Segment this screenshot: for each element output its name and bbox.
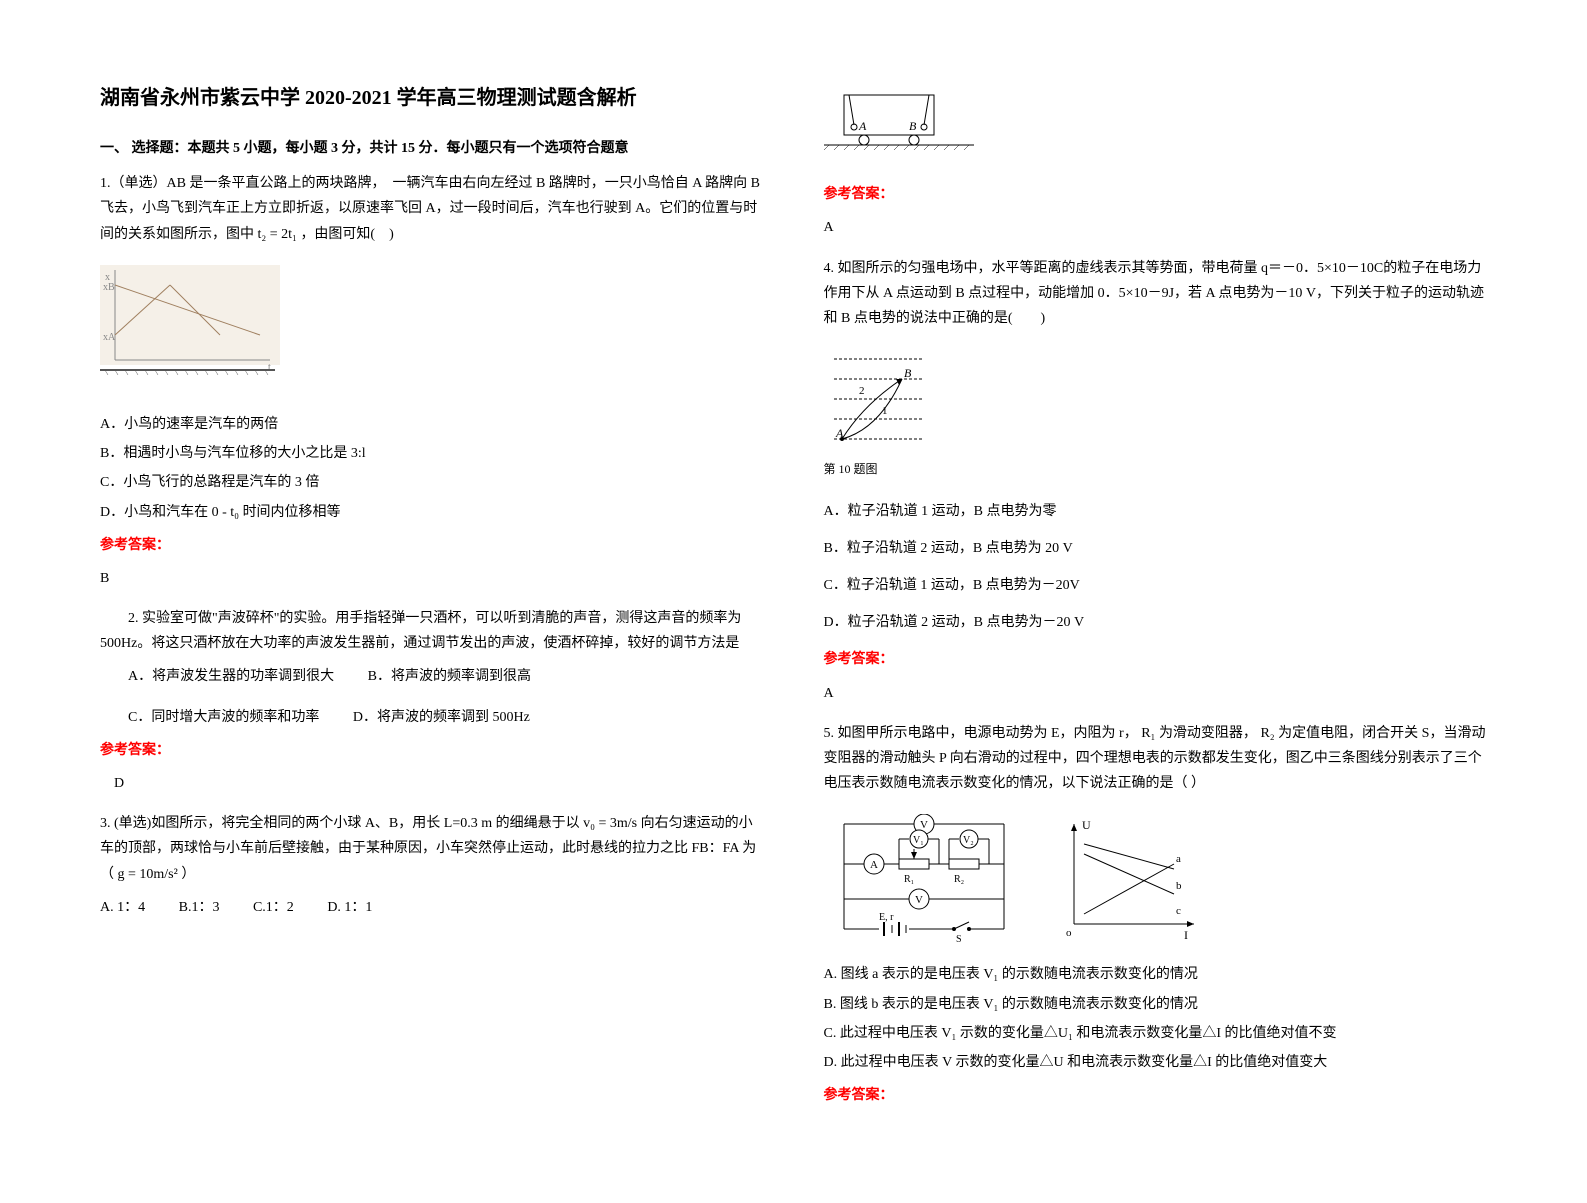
q1-option-d: D．小鸟和汽车在 0 - t₀ 时间内位移相等 <box>100 500 764 525</box>
q5-options: A. 图线 a 表示的是电压表 V₁ 的示数随电流表示数变化的情况 B. 图线 … <box>824 962 1488 1075</box>
svg-text:S: S <box>956 934 962 944</box>
q1-option-a: A．小鸟的速率是汽车的两倍 <box>100 412 764 437</box>
q4-answer: A <box>824 681 1488 706</box>
q2-answer-label: 参考答案： <box>100 738 764 763</box>
q1-formula: t₂ = 2t₁ <box>258 227 297 242</box>
q4-figure: A B 2 1 第 10 题图 <box>824 349 944 481</box>
q5-option-a: A. 图线 a 表示的是电压表 V₁ 的示数随电流表示数变化的情况 <box>824 962 1488 987</box>
q5-answer-label: 参考答案： <box>824 1083 1488 1108</box>
q4-option-a: A．粒子沿轨道 1 运动，B 点电势为零 <box>824 499 1488 524</box>
q3-option-a: A. 1：4 <box>100 895 145 920</box>
q3-formula1: v₀ = 3m/s <box>583 816 637 831</box>
q1-prefix: 1.（单选）AB 是一条平直公路上的两块路牌， 一辆汽车由右向左经过 B 路牌时… <box>100 176 760 241</box>
svg-text:c: c <box>1176 905 1181 917</box>
q5-option-c: C. 此过程中电压表 V₁ 示数的变化量△U₁ 和电流表示数变化量△I 的比值绝… <box>824 1021 1488 1046</box>
q4-option-d: D．粒子沿轨道 2 运动，B 点电势为－20 V <box>824 610 1488 635</box>
q4-options: A．粒子沿轨道 1 运动，B 点电势为零 B．粒子沿轨道 2 运动，B 点电势为… <box>824 499 1488 636</box>
svg-text:U: U <box>1082 818 1091 832</box>
svg-text:xA: xA <box>103 332 116 343</box>
q2-option-c: C．同时增大声波的频率和功率 <box>128 705 319 730</box>
svg-text:R₁: R₁ <box>904 874 914 885</box>
q5-circuit-figure: V A R₁ R₂ <box>824 814 1024 944</box>
q2-option-a: A．将声波发生器的功率调到很大 <box>128 664 334 689</box>
q1-options: A．小鸟的速率是汽车的两倍 B．相遇时小鸟与汽车位移的大小之比是 3:l C．小… <box>100 412 764 525</box>
q5-option-b: B. 图线 b 表示的是电压表 V₁ 的示数随电流表示数变化的情况 <box>824 992 1488 1017</box>
svg-text:b: b <box>1176 880 1182 892</box>
q1-option-c: C．小鸟飞行的总路程是汽车的 3 倍 <box>100 470 764 495</box>
q2-text: 2. 实验室可做"声波碎杯"的实验。用手指轻弹一只酒杯，可以听到清脆的声音，测得… <box>100 606 764 656</box>
q3-option-b: B.1：3 <box>179 895 220 920</box>
q1-text: 1.（单选）AB 是一条平直公路上的两块路牌， 一辆汽车由右向左经过 B 路牌时… <box>100 171 764 247</box>
q2-answer: D <box>100 771 764 796</box>
q5-prefix: 5. 如图甲所示电路中，电源电动势为 E，内阻为 r， <box>824 726 1138 741</box>
q4-option-b: B．粒子沿轨道 2 运动，B 点电势为 20 V <box>824 536 1488 561</box>
svg-text:t: t <box>268 362 271 373</box>
q1-d-suffix: 时间内位移相等 <box>243 505 341 520</box>
q5-r1: R₁ <box>1141 726 1155 741</box>
q4-answer-label: 参考答案： <box>824 647 1488 672</box>
q2-option-b: B．将声波的频率调到很高 <box>368 664 531 689</box>
svg-text:E, r: E, r <box>879 912 894 923</box>
question-1: 1.（单选）AB 是一条平直公路上的两块路牌， 一辆汽车由右向左经过 B 路牌时… <box>100 171 764 591</box>
document-title: 湖南省永州市紫云中学 2020-2021 学年高三物理测试题含解析 <box>100 80 764 116</box>
svg-text:V₂: V₂ <box>963 835 974 846</box>
q1-answer-label: 参考答案： <box>100 533 764 558</box>
q4-option-c: C．粒子沿轨道 1 运动，B 点电势为－20V <box>824 573 1488 598</box>
svg-text:a: a <box>1176 853 1181 865</box>
q3-figure: A B <box>824 90 974 155</box>
q3-formula2: g = 10m/s² <box>118 867 178 882</box>
q3-option-c: C.1：2 <box>253 895 294 920</box>
q1-d-prefix: D．小鸟和汽车在 <box>100 505 208 520</box>
q1-option-b: B．相遇时小鸟与汽车位移的大小之比是 3:l <box>100 441 764 466</box>
question-3: 3. (单选)如图所示，将完全相同的两个小球 A、B，用长 L=0.3 m 的细… <box>100 811 764 920</box>
svg-text:V₁: V₁ <box>913 835 924 846</box>
q3-prefix: 3. (单选)如图所示，将完全相同的两个小球 A、B，用长 L=0.3 m 的细… <box>100 816 583 831</box>
q5-option-d: D. 此过程中电压表 V 示数的变化量△U 和电流表示数变化量△I 的比值绝对值… <box>824 1050 1488 1075</box>
q1-d-formula: 0 - t₀ <box>212 505 239 520</box>
q5-mid1: 为滑动变阻器， <box>1159 726 1257 741</box>
q5-graph-figure: U I a b c o <box>1054 814 1204 944</box>
q1-suffix: ，由图可知( ) <box>300 227 393 242</box>
q3-answer-label: 参考答案： <box>824 182 1488 207</box>
q5-r2: R₂ <box>1260 726 1274 741</box>
question-2: 2. 实验室可做"声波碎杯"的实验。用手指轻弹一只酒杯，可以听到清脆的声音，测得… <box>100 606 764 796</box>
q3-suffix: ） <box>181 867 195 882</box>
svg-text:o: o <box>1066 927 1072 939</box>
right-column: A B 参考答案： A 4. 如图所示的匀强电场中，水平等距离的虚线表示其等势面… <box>824 80 1488 1123</box>
q5-figures: V A R₁ R₂ <box>824 804 1488 954</box>
question-4: 4. 如图所示的匀强电场中，水平等距离的虚线表示其等势面，带电荷量 q＝－0．5… <box>824 256 1488 706</box>
svg-text:2: 2 <box>859 385 865 397</box>
q3-text: 3. (单选)如图所示，将完全相同的两个小球 A、B，用长 L=0.3 m 的细… <box>100 811 764 887</box>
section-1-heading: 一、 选择题：本题共 5 小题，每小题 3 分，共计 15 分．每小题只有一个选… <box>100 136 764 161</box>
q1-answer: B <box>100 566 764 591</box>
q4-figure-caption: 第 10 题图 <box>824 459 944 481</box>
q4-text: 4. 如图所示的匀强电场中，水平等距离的虚线表示其等势面，带电荷量 q＝－0．5… <box>824 256 1488 332</box>
question-5: 5. 如图甲所示电路中，电源电动势为 E，内阻为 r， R₁ 为滑动变阻器， R… <box>824 721 1488 1109</box>
svg-text:I: I <box>1184 928 1188 942</box>
q3-answer: A <box>824 215 1488 240</box>
left-column: 湖南省永州市紫云中学 2020-2021 学年高三物理测试题含解析 一、 选择题… <box>100 80 764 1123</box>
q3-option-d: D. 1：1 <box>327 895 372 920</box>
q3-options: A. 1：4 B.1：3 C.1：2 D. 1：1 <box>100 895 764 920</box>
svg-text:V: V <box>915 894 923 906</box>
svg-text:A: A <box>870 859 878 871</box>
svg-text:R₂: R₂ <box>954 874 964 885</box>
q2-option-d: D．将声波的频率调到 500Hz <box>353 705 530 730</box>
svg-text:B: B <box>904 366 912 380</box>
svg-text:V: V <box>920 819 928 831</box>
svg-text:1: 1 <box>882 405 888 417</box>
q1-figure: x t xB xA <box>100 265 280 385</box>
q3-ball-b-label: B <box>909 119 917 133</box>
q5-text: 5. 如图甲所示电路中，电源电动势为 E，内阻为 r， R₁ 为滑动变阻器， R… <box>824 721 1488 797</box>
svg-text:xB: xB <box>103 282 115 293</box>
q3-ball-a-label: A <box>858 119 867 133</box>
q2-options: A．将声波发生器的功率调到很大 B．将声波的频率调到很高 C．同时增大声波的频率… <box>100 664 764 729</box>
